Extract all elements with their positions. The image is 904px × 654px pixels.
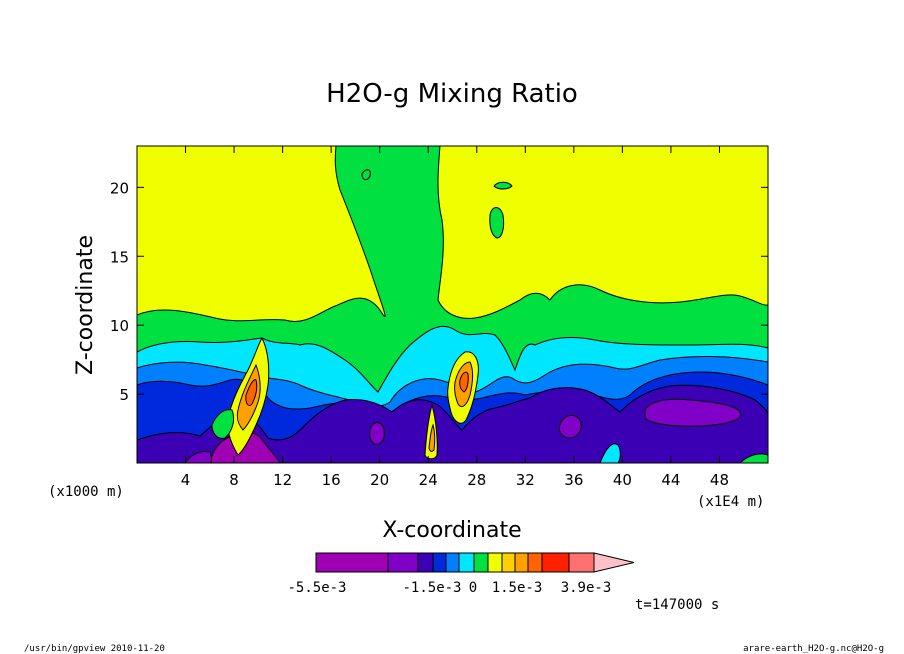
colorbar-segment xyxy=(527,552,543,573)
y-axis: 5 10 15 20 xyxy=(110,179,768,404)
x-tick-label: 24 xyxy=(419,471,438,489)
plume-narrow-orange xyxy=(428,423,436,452)
y-tick-label: 10 xyxy=(110,317,129,335)
contour-purple-2 xyxy=(558,414,582,439)
chart-title: H2O-g Mixing Ratio xyxy=(326,79,578,109)
x-scale-label: (x1E4 m) xyxy=(697,494,764,510)
colorbar-label: 1.5e-3 xyxy=(492,580,543,596)
colorbar-label: 3.9e-3 xyxy=(561,580,612,596)
plume-left-red xyxy=(245,379,258,407)
x-axis-label: X-coordinate xyxy=(382,518,521,543)
colorbar-segment xyxy=(458,552,475,573)
colorbar-segment xyxy=(514,552,529,573)
plot-area xyxy=(137,146,768,463)
y-tick-label: 15 xyxy=(110,248,129,266)
colorbar xyxy=(315,552,635,573)
colorbar-over-arrow xyxy=(593,552,635,573)
footer-right: arare-earth_H2O-g.nc@H2O-g xyxy=(743,644,884,654)
x-tick-label: 8 xyxy=(229,471,239,489)
colorbar-segment xyxy=(487,552,503,573)
x-tick-label: 12 xyxy=(273,471,292,489)
y-tick-label: 20 xyxy=(110,179,129,197)
contour-purple-3 xyxy=(369,422,385,445)
colorbar-labels: -5.5e-3 -1.5e-3 0 1.5e-3 3.9e-3 xyxy=(287,580,611,596)
colorbar-segment xyxy=(432,552,447,573)
colorbar-label: -1.5e-3 xyxy=(402,580,461,596)
x-tick-label: 36 xyxy=(564,471,583,489)
x-tick-label: 28 xyxy=(467,471,486,489)
colorbar-segment xyxy=(417,552,434,573)
colorbar-segment xyxy=(445,552,460,573)
colorbar-segment xyxy=(473,552,489,573)
colorbar-label: 0 xyxy=(469,580,477,596)
y-tick-label: 5 xyxy=(119,386,129,404)
x-tick-label: 16 xyxy=(322,471,341,489)
colorbar-segment xyxy=(387,552,419,573)
plot-frame xyxy=(136,145,769,464)
colorbar-segment xyxy=(315,552,389,573)
x-tick-label: 32 xyxy=(516,471,535,489)
x-tick-label: 20 xyxy=(370,471,389,489)
x-tick-label: 44 xyxy=(661,471,680,489)
bottom-strip xyxy=(599,443,621,463)
time-label: t=147000 s xyxy=(635,597,719,613)
colorbar-segment xyxy=(541,552,570,573)
x-tick-label: 40 xyxy=(613,471,632,489)
x-tick-label: 4 xyxy=(181,471,191,489)
island-green-2 xyxy=(493,181,513,190)
contour-purple-1 xyxy=(644,398,742,427)
island-green-1 xyxy=(489,207,505,239)
x-tick-label: 48 xyxy=(710,471,729,489)
colorbar-segment xyxy=(568,552,595,573)
bottom-strip-2 xyxy=(739,453,768,463)
footer-left: /usr/bin/gpview 2010-11-20 xyxy=(24,644,165,654)
contour-purple-5 xyxy=(184,451,212,463)
colorbar-label: -5.5e-3 xyxy=(287,580,346,596)
plume-mid-red xyxy=(459,371,469,393)
x-axis: 4 8 12 16 20 24 28 32 36 40 44 48 xyxy=(181,146,729,489)
x-unit-label: (x1000 m) xyxy=(48,484,124,500)
y-axis-label: Z-coordinate xyxy=(73,235,98,375)
island-green-3 xyxy=(361,169,371,181)
colorbar-segment xyxy=(501,552,516,573)
plume-left-green xyxy=(211,409,235,439)
